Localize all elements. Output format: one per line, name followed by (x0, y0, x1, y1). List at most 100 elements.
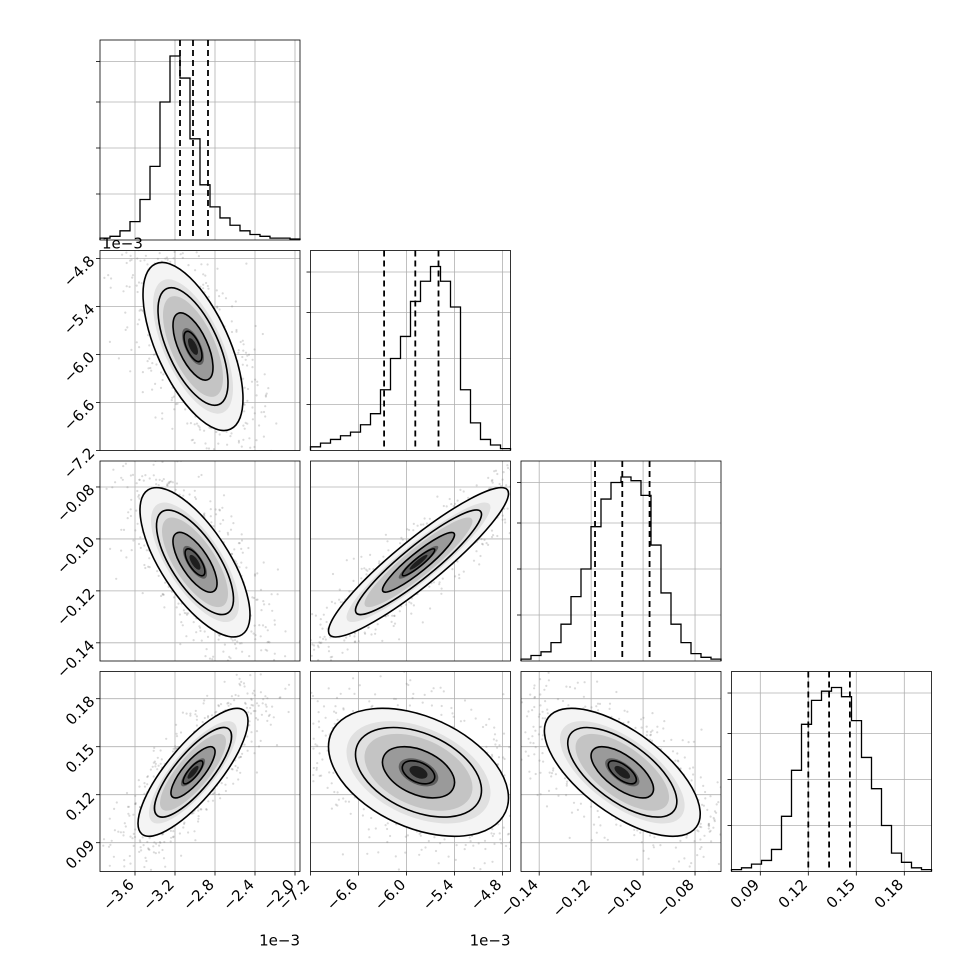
sample-point (197, 817, 200, 820)
sample-point (345, 636, 348, 639)
sample-point (532, 832, 534, 834)
sample-point (441, 577, 444, 580)
sample-point (273, 623, 276, 626)
sample-point (334, 705, 337, 708)
sample-point (215, 513, 218, 516)
sample-point (203, 716, 206, 720)
sample-point (183, 611, 186, 615)
sample-point (125, 261, 128, 265)
sample-point (323, 635, 326, 638)
sample-point (243, 386, 246, 389)
sample-point (186, 422, 189, 425)
sample-point (169, 829, 172, 833)
sample-point (134, 794, 137, 798)
sample-point (545, 828, 547, 830)
sample-point (151, 206, 153, 208)
sample-point (259, 691, 262, 694)
sample-point (229, 703, 232, 706)
sample-point (475, 484, 478, 487)
sample-point (296, 614, 298, 616)
sample-point (692, 740, 696, 743)
sample-point (166, 484, 169, 487)
sample-point (174, 747, 177, 750)
sample-point (323, 661, 325, 663)
sample-point (131, 874, 133, 876)
sample-point (156, 225, 158, 227)
sample-point (259, 673, 262, 676)
sample-point (690, 779, 693, 782)
sample-point (261, 332, 264, 336)
sample-point (639, 831, 642, 834)
sample-point (240, 533, 243, 536)
sample-point (135, 341, 138, 344)
sample-point (170, 836, 173, 839)
sample-point (230, 515, 233, 518)
sample-point (242, 438, 245, 441)
sample-point (166, 258, 169, 261)
sample-point (110, 839, 113, 842)
sample-point (138, 839, 141, 842)
sample-point (151, 388, 154, 391)
sample-point (212, 448, 216, 451)
contour-line (142, 261, 244, 432)
sample-point (276, 568, 279, 571)
sample-point (123, 822, 126, 825)
contour-line (327, 486, 510, 638)
sample-point (363, 631, 366, 634)
sample-point (483, 839, 487, 842)
sample-point (529, 693, 532, 696)
sample-point (526, 474, 528, 476)
sample-point (681, 739, 684, 742)
sample-point (321, 729, 324, 733)
sample-point (152, 851, 155, 854)
density-panel (100, 206, 278, 485)
sample-point (262, 435, 265, 438)
sample-point (676, 759, 680, 762)
sample-point (178, 246, 180, 248)
sample-point (648, 834, 652, 837)
sample-point (172, 830, 175, 833)
sample-point (244, 351, 248, 354)
sample-point (555, 449, 557, 451)
sample-point (125, 251, 128, 254)
sample-point (115, 577, 118, 580)
sample-point (267, 640, 270, 644)
sample-point (163, 840, 166, 844)
sample-point (484, 847, 487, 851)
sample-point (207, 800, 210, 803)
sample-point (284, 750, 286, 752)
sample-point (199, 808, 202, 811)
sample-point (311, 694, 315, 698)
sample-point (464, 843, 467, 847)
sample-point (194, 709, 197, 713)
sample-point (387, 549, 390, 552)
sample-point (238, 483, 240, 485)
sample-point (450, 706, 453, 710)
sample-point (324, 638, 327, 641)
sample-point (148, 557, 151, 560)
sample-point (506, 466, 510, 470)
sample-point (161, 417, 164, 420)
sample-point (171, 427, 174, 430)
sample-point (172, 835, 175, 838)
sample-point (490, 753, 494, 756)
sample-point (248, 437, 251, 440)
sample-point (702, 855, 705, 859)
sample-point (185, 612, 188, 615)
sample-point (312, 737, 315, 740)
sample-point (468, 836, 471, 839)
sample-point (176, 457, 178, 459)
sample-point (440, 713, 443, 717)
sample-point (499, 838, 502, 841)
sample-point (292, 667, 294, 669)
sample-point (227, 533, 230, 536)
sample-point (205, 808, 208, 811)
sample-point (126, 326, 129, 329)
sample-point (136, 323, 139, 326)
sample-point (122, 834, 125, 837)
sample-point (250, 697, 253, 701)
sample-point (271, 609, 274, 612)
sample-point (517, 471, 519, 473)
sample-point (114, 431, 116, 433)
sample-point (314, 614, 317, 617)
